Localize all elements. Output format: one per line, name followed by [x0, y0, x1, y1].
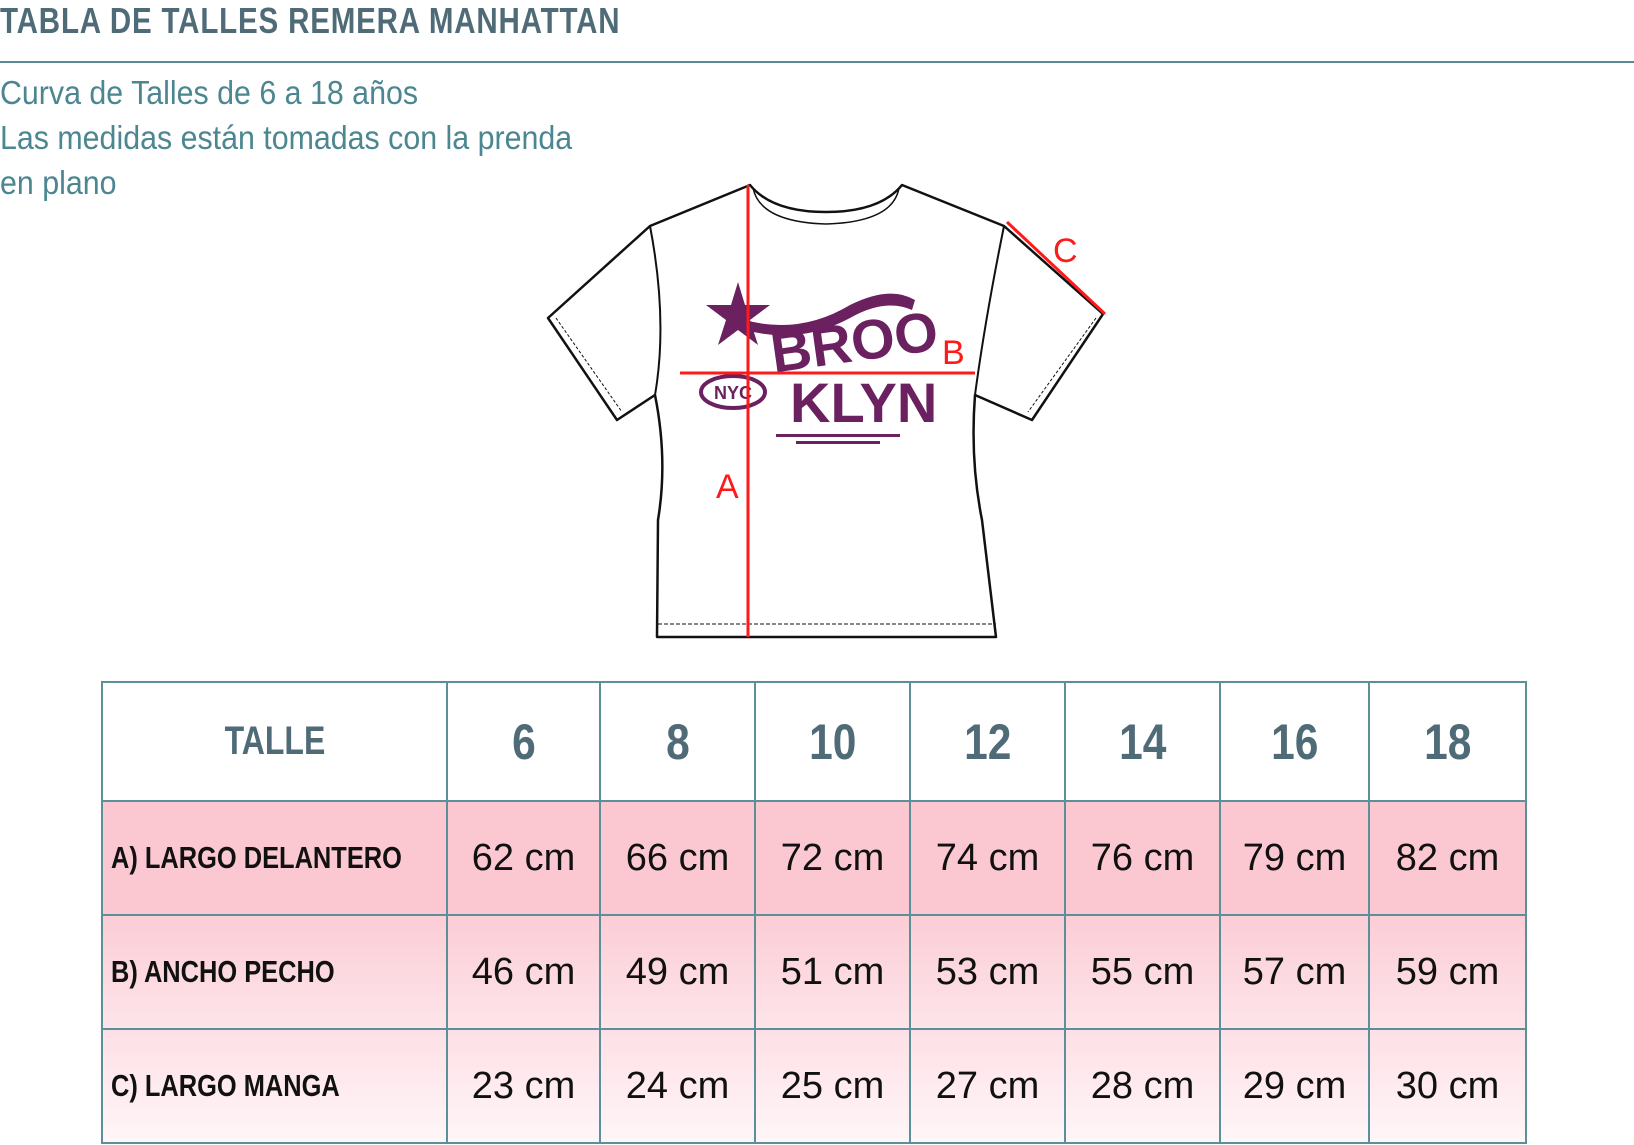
- header-cell: 12: [909, 681, 1066, 802]
- title-divider: [0, 61, 1634, 63]
- header-cell: 10: [754, 681, 911, 802]
- table-cell: 53 cm: [909, 914, 1066, 1030]
- label-c: C: [1053, 232, 1078, 270]
- size-label: 6: [511, 713, 536, 770]
- table-cell: 72 cm: [754, 800, 911, 916]
- brooklyn-print-graphic: BROO KLYN NYC: [699, 282, 942, 444]
- measure-line-c: [1005, 220, 1107, 316]
- row-label-text: B) ANCHO PECHO: [111, 954, 335, 989]
- table-cell: 49 cm: [599, 914, 756, 1030]
- measurement-lines: [680, 185, 1107, 637]
- tshirt-outline: [546, 183, 1105, 639]
- table-row: A) LARGO DELANTERO 62 cm 66 cm 72 cm 74 …: [101, 800, 1527, 916]
- size-label: 8: [665, 713, 690, 770]
- row-label: A) LARGO DELANTERO: [101, 800, 448, 916]
- row-label: C) LARGO MANGA: [101, 1028, 448, 1144]
- tshirt-diagram: BROO KLYN NYC A B C: [546, 183, 1107, 639]
- label-b: B: [942, 334, 965, 372]
- table-cell: 66 cm: [599, 800, 756, 916]
- table-cell: 28 cm: [1064, 1028, 1221, 1144]
- row-label-text: C) LARGO MANGA: [111, 1068, 340, 1103]
- size-label: 18: [1423, 713, 1472, 770]
- subtitle-line: en plano: [0, 164, 117, 201]
- header-label: TALLE: [224, 719, 325, 763]
- row-label-text: A) LARGO DELANTERO: [111, 840, 402, 875]
- size-label: 10: [808, 713, 857, 770]
- table-row: C) LARGO MANGA 23 cm 24 cm 25 cm 27 cm 2…: [101, 1028, 1527, 1144]
- table-cell: 76 cm: [1064, 800, 1221, 916]
- header-cell: 16: [1219, 681, 1370, 802]
- table-header-row: TALLE 6 8 10 12 14 16 18: [101, 681, 1527, 802]
- table-cell: 59 cm: [1368, 914, 1527, 1030]
- size-label: 14: [1118, 713, 1167, 770]
- print-text-nyc: NYC: [714, 383, 752, 403]
- table-cell: 27 cm: [909, 1028, 1066, 1144]
- table-cell: 51 cm: [754, 914, 911, 1030]
- header-cell: 8: [599, 681, 756, 802]
- label-a: A: [716, 468, 739, 506]
- subtitle-line: Curva de Talles de 6 a 18 años: [0, 74, 419, 111]
- size-label: 12: [963, 713, 1012, 770]
- table-cell: 29 cm: [1219, 1028, 1370, 1144]
- size-table: TALLE 6 8 10 12 14 16 18 A) LARGO DELANT…: [101, 681, 1527, 1144]
- size-label: 16: [1270, 713, 1319, 770]
- row-label: B) ANCHO PECHO: [101, 914, 448, 1030]
- print-text-bottom: KLYN: [790, 371, 937, 434]
- table-cell: 62 cm: [446, 800, 601, 916]
- table-cell: 23 cm: [446, 1028, 601, 1144]
- table-cell: 82 cm: [1368, 800, 1527, 916]
- star-icon: [706, 282, 770, 345]
- header-cell: 14: [1064, 681, 1221, 802]
- header-cell: 6: [446, 681, 601, 802]
- table-cell: 24 cm: [599, 1028, 756, 1144]
- table-cell: 57 cm: [1219, 914, 1370, 1030]
- table-row: B) ANCHO PECHO 46 cm 49 cm 51 cm 53 cm 5…: [101, 914, 1527, 1030]
- header-cell: 18: [1368, 681, 1527, 802]
- table-cell: 46 cm: [446, 914, 601, 1030]
- subtitle: Curva de Talles de 6 a 18 años Las medid…: [0, 70, 572, 205]
- table-cell: 25 cm: [754, 1028, 911, 1144]
- header-cell: TALLE: [101, 681, 448, 802]
- table-cell: 79 cm: [1219, 800, 1370, 916]
- table-cell: 74 cm: [909, 800, 1066, 916]
- subtitle-line: Las medidas están tomadas con la prenda: [0, 119, 573, 156]
- table-cell: 55 cm: [1064, 914, 1221, 1030]
- table-cell: 30 cm: [1368, 1028, 1527, 1144]
- page-title: TABLA DE TALLES REMERA MANHATTAN: [0, 0, 621, 41]
